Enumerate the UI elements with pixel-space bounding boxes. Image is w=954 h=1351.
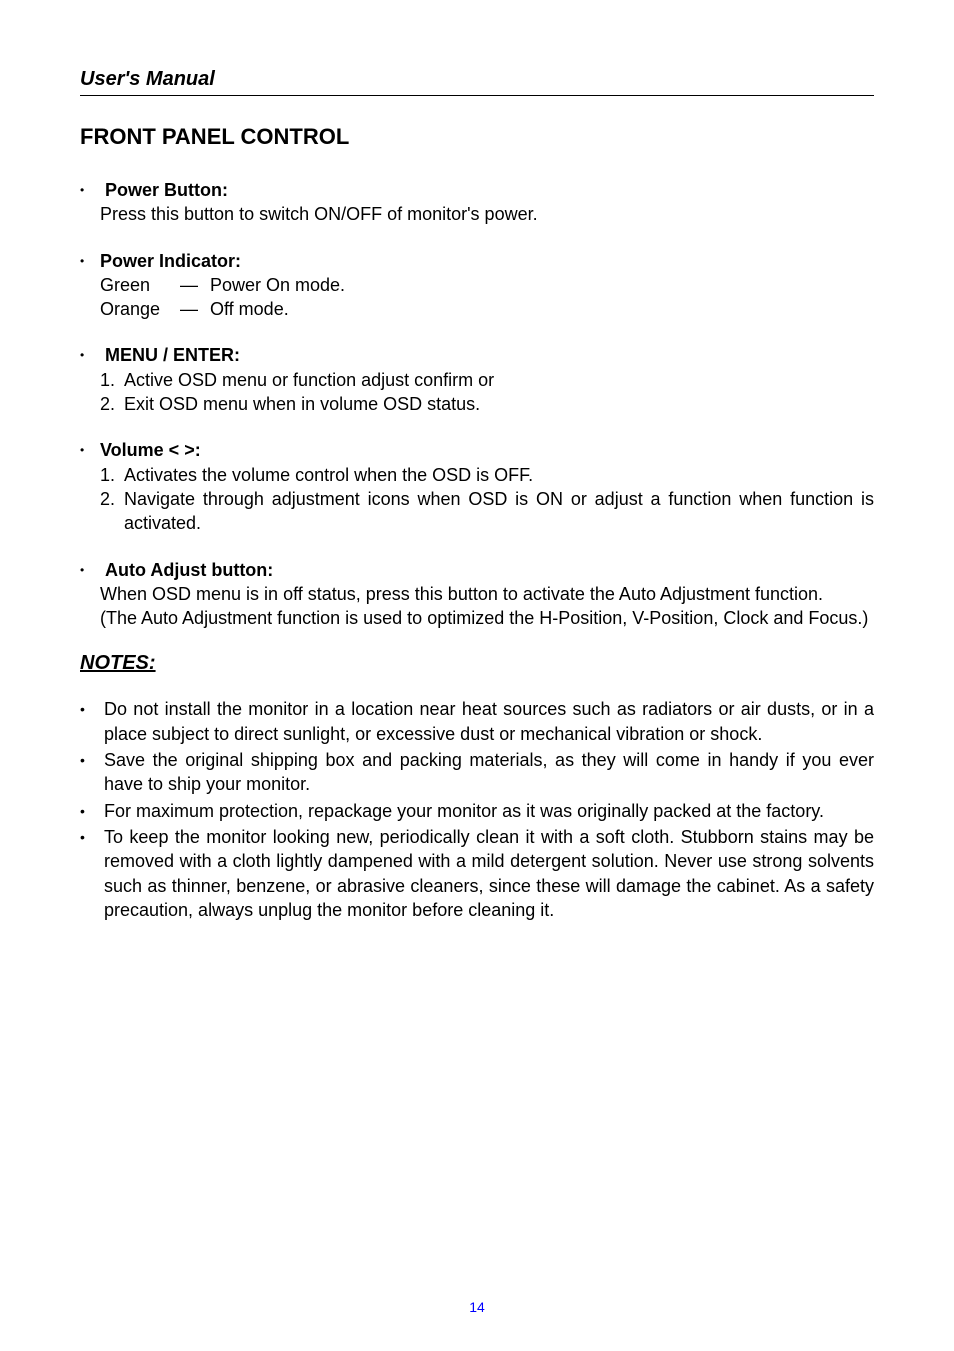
item-number: 2.: [100, 392, 124, 416]
item-title: Volume < >:: [100, 438, 201, 462]
bullet-icon: [80, 438, 100, 462]
bullet-icon: [80, 178, 100, 202]
indicator-val: Off mode.: [210, 297, 289, 321]
bullet-icon: [80, 697, 104, 721]
header-divider: [80, 95, 874, 96]
indicator-key: Green: [100, 273, 180, 297]
bullet-icon: [80, 748, 104, 772]
indicator-dash: —: [180, 273, 210, 297]
note-item: To keep the monitor looking new, periodi…: [80, 825, 874, 922]
section-title: FRONT PANEL CONTROL: [80, 124, 874, 150]
numbered-text: Navigate through adjustment icons when O…: [124, 487, 874, 536]
note-item: Save the original shipping box and packi…: [80, 748, 874, 797]
numbered-item: 1. Active OSD menu or function adjust co…: [100, 368, 874, 392]
note-item: For maximum protection, repackage your m…: [80, 799, 874, 823]
item-number: 1.: [100, 368, 124, 392]
note-text: Do not install the monitor in a location…: [104, 697, 874, 746]
header-title: User's Manual: [80, 68, 874, 91]
bullet-icon: [80, 799, 104, 823]
numbered-item: 1. Activates the volume control when the…: [100, 463, 874, 487]
bullet-icon: [80, 343, 100, 367]
note-item: Do not install the monitor in a location…: [80, 697, 874, 746]
item-body-text: (The Auto Adjustment function is used to…: [100, 606, 874, 630]
indicator-key: Orange: [100, 297, 180, 321]
bullet-icon: [80, 558, 100, 582]
bullet-icon: [80, 249, 100, 273]
numbered-text: Activates the volume control when the OS…: [124, 463, 533, 487]
item-body-text: When OSD menu is in off status, press th…: [100, 582, 874, 606]
indicator-val: Power On mode.: [210, 273, 345, 297]
indicator-row: Green — Power On mode.: [100, 273, 874, 297]
item-body-text: Press this button to switch ON/OFF of mo…: [100, 202, 874, 226]
item-title: MENU / ENTER:: [105, 345, 240, 365]
item-power-button: Power Button: Press this button to switc…: [80, 178, 874, 227]
numbered-text: Exit OSD menu when in volume OSD status.: [124, 392, 480, 416]
bullet-icon: [80, 825, 104, 849]
note-text: To keep the monitor looking new, periodi…: [104, 825, 874, 922]
indicator-row: Orange — Off mode.: [100, 297, 874, 321]
note-text: For maximum protection, repackage your m…: [104, 799, 874, 823]
indicator-dash: —: [180, 297, 210, 321]
item-number: 1.: [100, 463, 124, 487]
item-menu-enter: MENU / ENTER: 1. Active OSD menu or func…: [80, 343, 874, 416]
item-title: Power Indicator:: [100, 249, 241, 273]
numbered-item: 2. Exit OSD menu when in volume OSD stat…: [100, 392, 874, 416]
page-number: 14: [0, 1299, 954, 1315]
item-title: Auto Adjust button:: [105, 560, 273, 580]
numbered-text: Active OSD menu or function adjust confi…: [124, 368, 494, 392]
item-title: Power Button:: [105, 180, 228, 200]
notes-title: NOTES:: [80, 652, 874, 675]
item-number: 2.: [100, 487, 124, 511]
notes-list: Do not install the monitor in a location…: [80, 697, 874, 922]
numbered-item: 2. Navigate through adjustment icons whe…: [100, 487, 874, 536]
item-power-indicator: Power Indicator: Green — Power On mode. …: [80, 249, 874, 322]
note-text: Save the original shipping box and packi…: [104, 748, 874, 797]
item-volume: Volume < >: 1. Activates the volume cont…: [80, 438, 874, 535]
item-auto-adjust: Auto Adjust button: When OSD menu is in …: [80, 558, 874, 631]
